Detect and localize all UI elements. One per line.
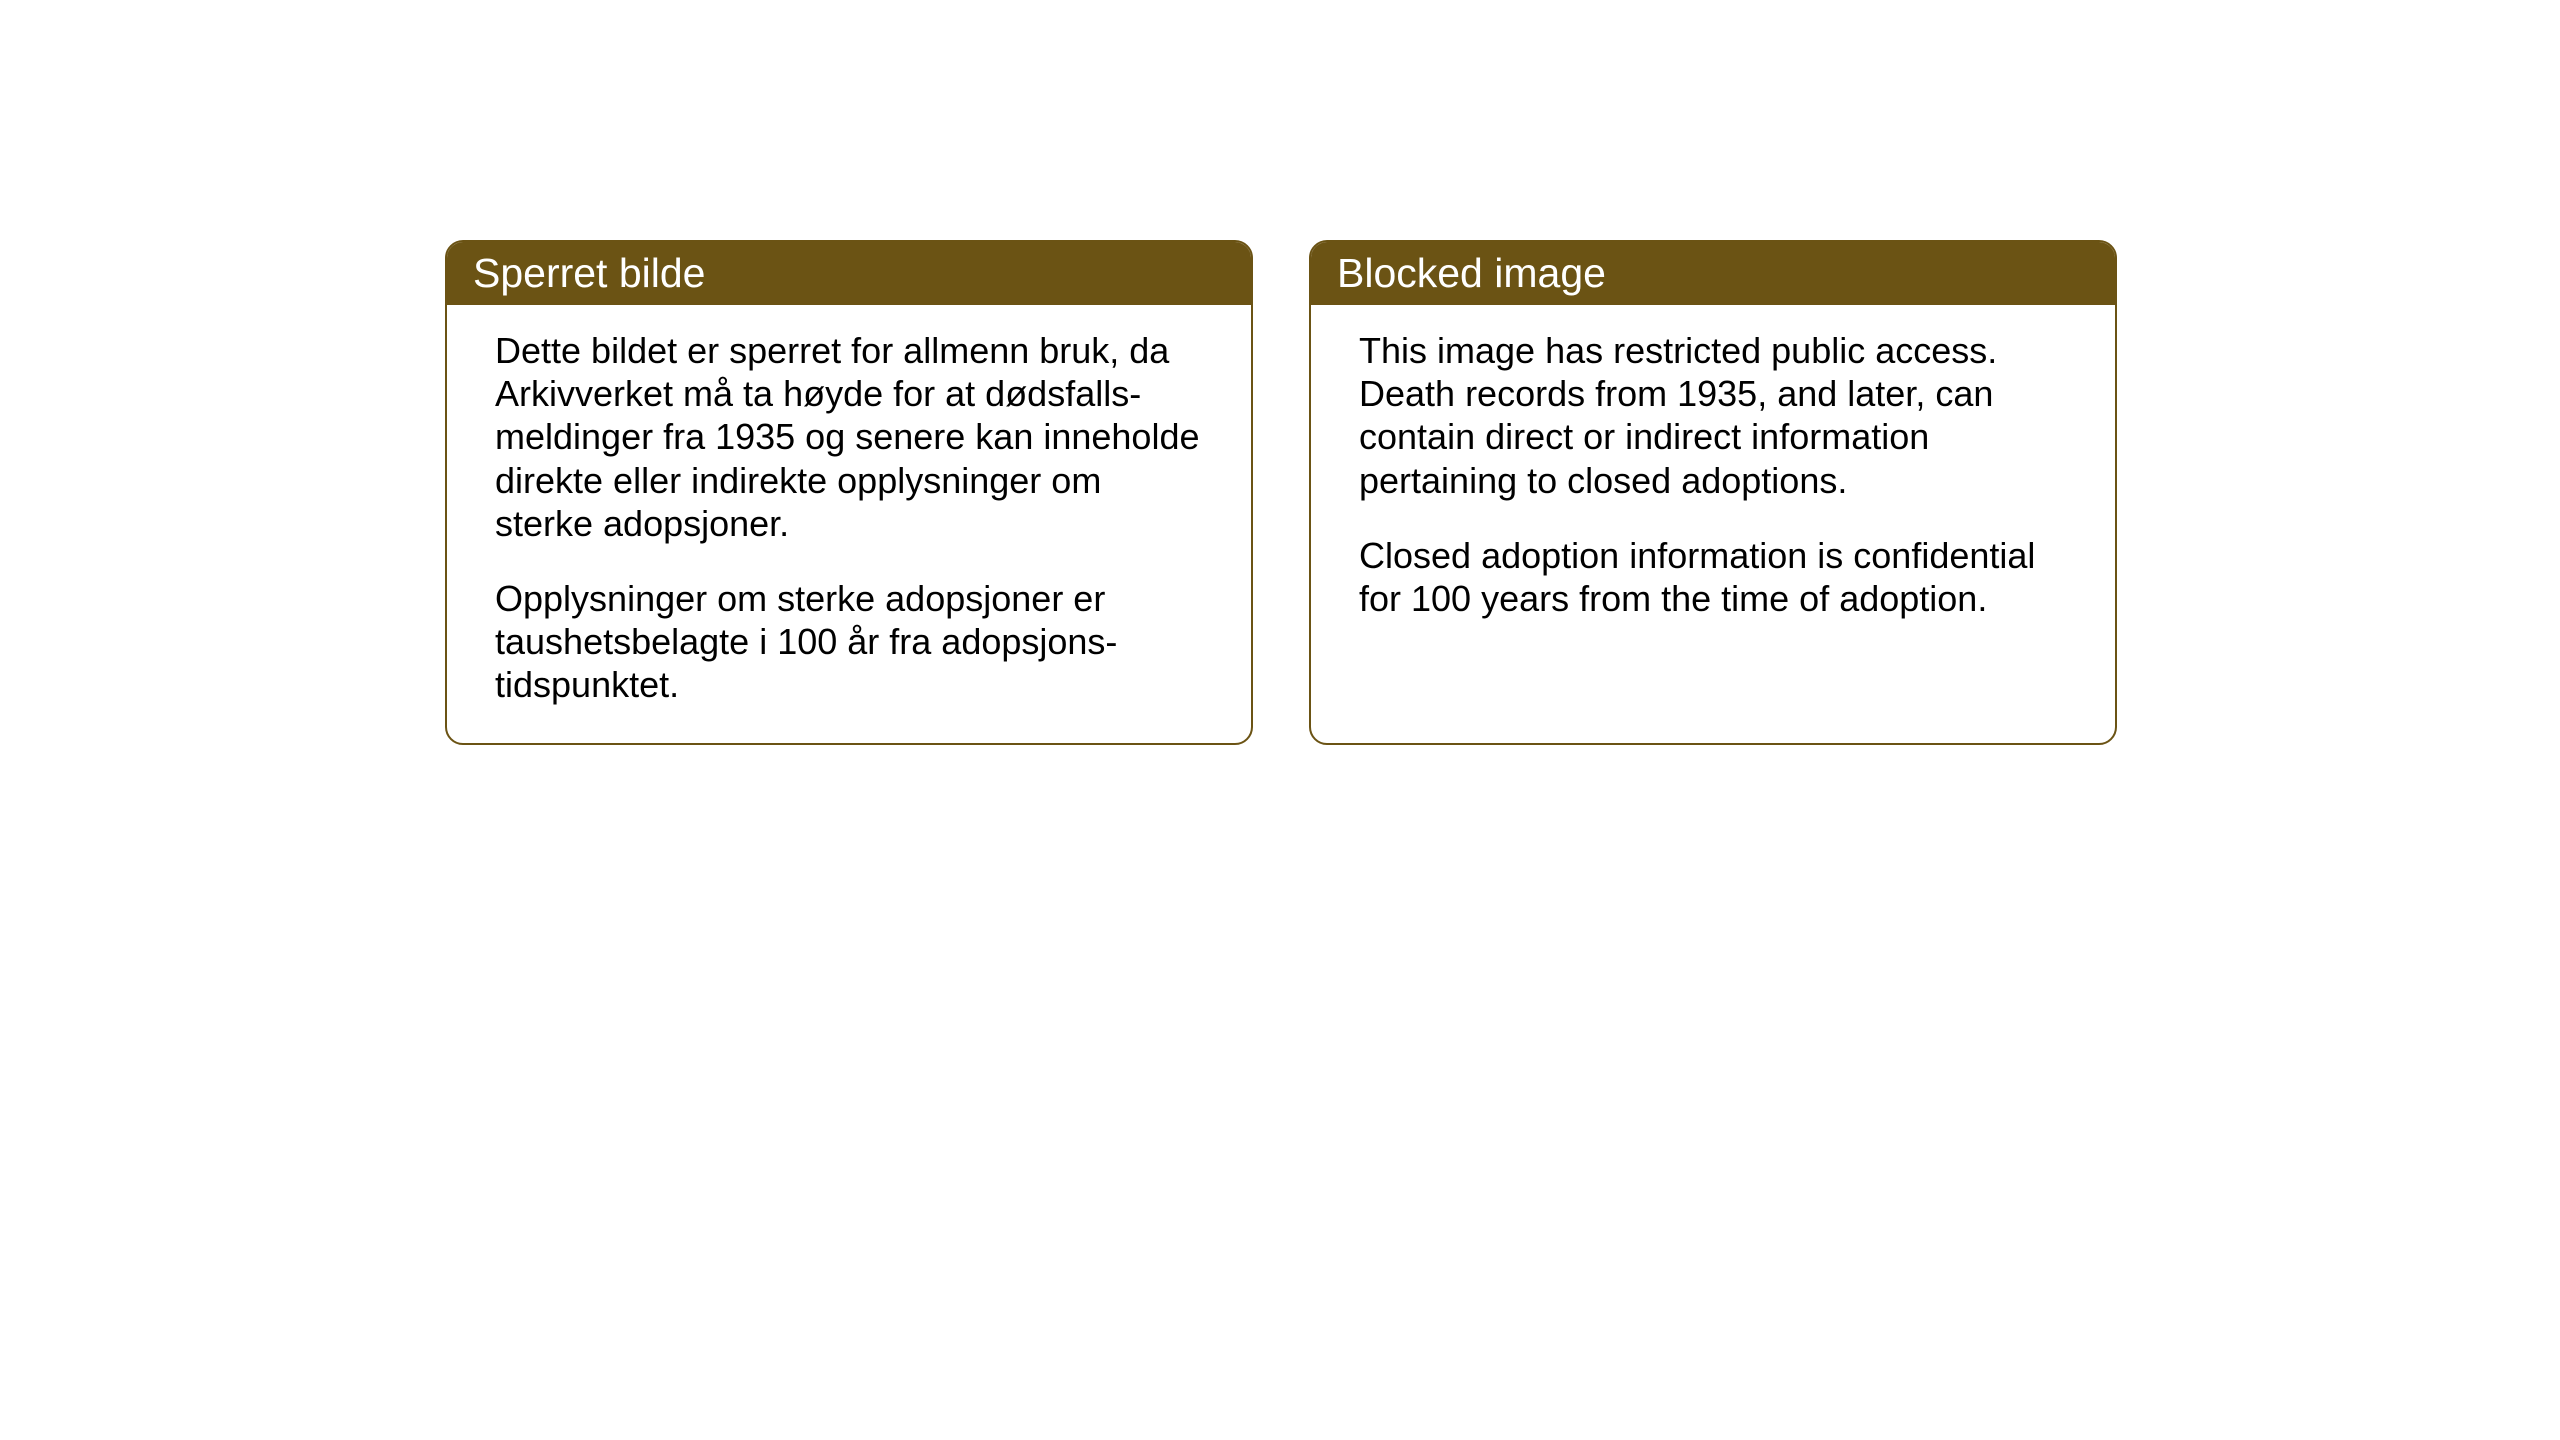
notice-title: Blocked image: [1337, 250, 1606, 296]
notice-body-english: This image has restricted public access.…: [1311, 305, 2115, 656]
notice-paragraph: Closed adoption information is confident…: [1359, 534, 2067, 620]
notice-header-norwegian: Sperret bilde: [447, 242, 1251, 305]
notice-body-norwegian: Dette bildet er sperret for allmenn bruk…: [447, 305, 1251, 743]
notice-paragraph: This image has restricted public access.…: [1359, 329, 2067, 502]
notice-card-english: Blocked image This image has restricted …: [1309, 240, 2117, 745]
notice-header-english: Blocked image: [1311, 242, 2115, 305]
notice-paragraph: Dette bildet er sperret for allmenn bruk…: [495, 329, 1203, 545]
notice-card-norwegian: Sperret bilde Dette bildet er sperret fo…: [445, 240, 1253, 745]
notice-container: Sperret bilde Dette bildet er sperret fo…: [445, 240, 2117, 745]
notice-paragraph: Opplysninger om sterke adopsjoner er tau…: [495, 577, 1203, 707]
notice-title: Sperret bilde: [473, 250, 705, 296]
